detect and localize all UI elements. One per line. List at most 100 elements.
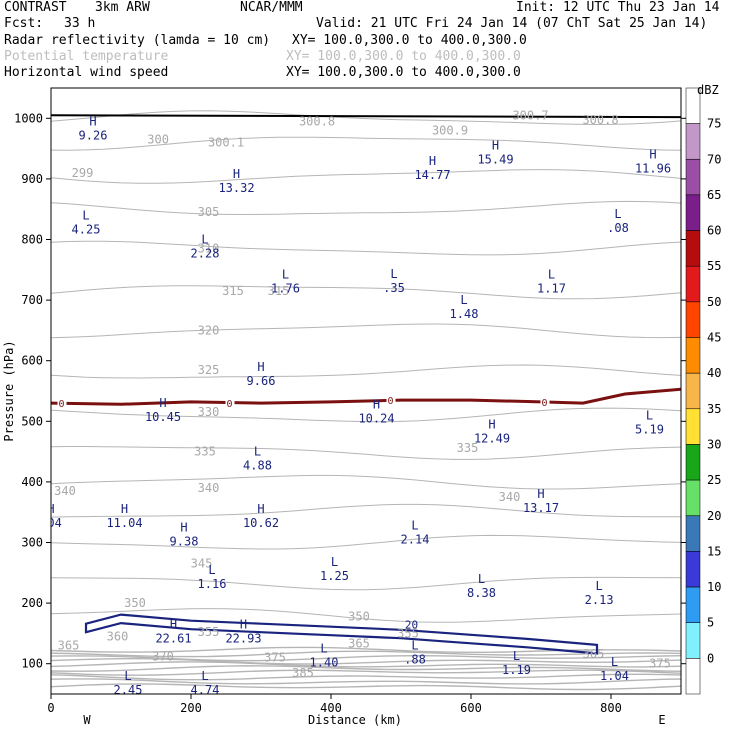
theta-label: 300.8 bbox=[299, 114, 335, 128]
wind-extremum-type: L bbox=[411, 519, 418, 533]
wind-extremum-type: L bbox=[254, 445, 261, 459]
wind-extremum-type: L bbox=[282, 268, 289, 282]
theta-label: 300.7 bbox=[512, 108, 548, 122]
theta-contour-line bbox=[51, 534, 681, 550]
wind-contours: 0 0 0 0 20 bbox=[51, 114, 681, 655]
y-tick-label: 800 bbox=[21, 233, 43, 247]
wind-extremum-type: H bbox=[240, 617, 247, 631]
field-name-reflectivity: Radar reflectivity (lamda = 10 cm) bbox=[4, 33, 271, 48]
theta-contour-line bbox=[51, 608, 681, 623]
wind-extremum-type: H bbox=[257, 502, 264, 516]
colorbar-swatch bbox=[685, 194, 701, 231]
x-tick-label: 600 bbox=[460, 701, 482, 715]
x-tick-label: 400 bbox=[320, 701, 342, 715]
y-tick-label: 600 bbox=[21, 354, 43, 368]
colorbar-swatch bbox=[685, 408, 701, 445]
theta-label: 345 bbox=[191, 557, 213, 571]
wind-extremum-type: L bbox=[208, 563, 215, 577]
wind-extremum-type: L bbox=[201, 233, 208, 247]
colorbar-swatch bbox=[685, 301, 701, 338]
theta-label: 355 bbox=[198, 625, 220, 639]
colorbar-level-label: 10 bbox=[707, 580, 721, 594]
wind-20-contour-line bbox=[84, 613, 599, 655]
wind-extremum-value: .35 bbox=[383, 281, 405, 295]
theta-contour-line bbox=[51, 323, 681, 339]
theta-label: 335 bbox=[457, 441, 479, 455]
wind-extremum-type: L bbox=[201, 669, 208, 683]
wind-extremum-type: L bbox=[331, 555, 338, 569]
wind-extremum-type: L bbox=[646, 408, 653, 422]
wind-extremum-type: H bbox=[373, 397, 380, 411]
theta-contour-line bbox=[51, 200, 681, 216]
colorbar-swatch bbox=[685, 337, 701, 374]
theta-label: 299 bbox=[72, 166, 94, 180]
y-tick-label: 700 bbox=[21, 293, 43, 307]
valid-time: Valid: 21 UTC Fri 24 Jan 14 (07 ChT Sat … bbox=[316, 16, 708, 31]
zero-contour-label: 0 bbox=[226, 399, 232, 410]
theta-label: 370 bbox=[152, 649, 174, 663]
zero-label-bg bbox=[540, 395, 550, 407]
wind-extremum-value: 1.04 bbox=[600, 669, 629, 683]
model-name: CONTRAST bbox=[4, 0, 67, 15]
theta-contour-line bbox=[51, 576, 681, 591]
theta-label: 375 bbox=[649, 657, 671, 671]
wind-extremum-value: 2.14 bbox=[401, 533, 430, 547]
colorbar-swatch bbox=[685, 230, 701, 267]
wind-extremum-value: 14.77 bbox=[414, 168, 450, 182]
wind-extremum-type: L bbox=[513, 649, 520, 663]
colorbar-swatch bbox=[685, 479, 701, 516]
wind-extremum-value: 1.17 bbox=[537, 282, 566, 296]
field-xy-theta: XY= 100.0,300.0 to 400.0,300.0 bbox=[286, 49, 521, 64]
ground-line bbox=[51, 114, 681, 119]
wind-extremum-type: L bbox=[460, 293, 467, 307]
wind-extremum-type: H bbox=[180, 520, 187, 534]
field-name-theta: Potential temperature bbox=[4, 49, 169, 64]
wind-extremum-value: 12.49 bbox=[474, 431, 510, 445]
init-time: Init: 12 UTC Thu 23 Jan 14 bbox=[516, 0, 720, 15]
wind-extremum-value: 2.13 bbox=[585, 593, 614, 607]
theta-label: 300 bbox=[147, 133, 169, 147]
theta-contour-line bbox=[51, 503, 681, 518]
colorbar-level-label: 75 bbox=[707, 117, 721, 131]
wind-extremum-type: H bbox=[429, 154, 436, 168]
wind-extremum-type: H bbox=[47, 502, 54, 516]
wind-extremum-type: H bbox=[488, 417, 495, 431]
y-tick-label: 500 bbox=[21, 414, 43, 428]
theta-label: 360 bbox=[107, 629, 129, 643]
theta-label: 365 bbox=[58, 639, 80, 653]
wind-extremum-value: 11.04 bbox=[106, 516, 142, 530]
colorbar-swatch bbox=[685, 372, 701, 410]
wind-extremum-value: 10.62 bbox=[243, 516, 279, 530]
colorbar-swatch bbox=[685, 444, 701, 481]
wind-extremum-value: 22.93 bbox=[225, 631, 261, 645]
colorbar-level-label: 40 bbox=[707, 366, 721, 380]
x-tick-label: 0 bbox=[47, 701, 54, 715]
theta-label: 305 bbox=[198, 205, 220, 219]
wind-extremum-value: 15.49 bbox=[477, 153, 513, 167]
zero-label-bg bbox=[57, 397, 67, 409]
y-axis-label: Pressure (hPa) bbox=[2, 340, 16, 441]
colorbar-level-label: 0 bbox=[707, 651, 714, 665]
wind-extremum-value: 8.38 bbox=[467, 586, 496, 600]
wind-extremum-value: 2.28 bbox=[191, 247, 220, 261]
theta-label: 310 bbox=[198, 242, 220, 256]
wind-extremum-value: 2.45 bbox=[114, 683, 143, 697]
y-tick-label: 100 bbox=[21, 657, 43, 671]
theta-label: 340 bbox=[198, 481, 220, 495]
model-resolution: 3km ARW bbox=[95, 0, 150, 15]
wind-extremum-type: L bbox=[611, 655, 618, 669]
theta-label: 365 bbox=[348, 637, 370, 651]
colorbar-level-label: 50 bbox=[707, 295, 721, 309]
theta-labels: 375 385 370 365 360 355 365 375 365 355 350 350 345 3… bbox=[54, 108, 671, 680]
wind-extremum-type: L bbox=[411, 639, 418, 653]
colorbar-level-label: 25 bbox=[707, 473, 721, 487]
wind-extremum-value: 1.76 bbox=[271, 282, 300, 296]
wind-extremum-value: 1.19 bbox=[502, 663, 531, 677]
wind-extremum-type: L bbox=[595, 579, 602, 593]
theta-label: 375 bbox=[264, 651, 286, 665]
theta-label: 385 bbox=[292, 666, 314, 680]
theta-label: 355 bbox=[397, 626, 419, 640]
wind-extremum-value: 1.16 bbox=[198, 577, 227, 591]
